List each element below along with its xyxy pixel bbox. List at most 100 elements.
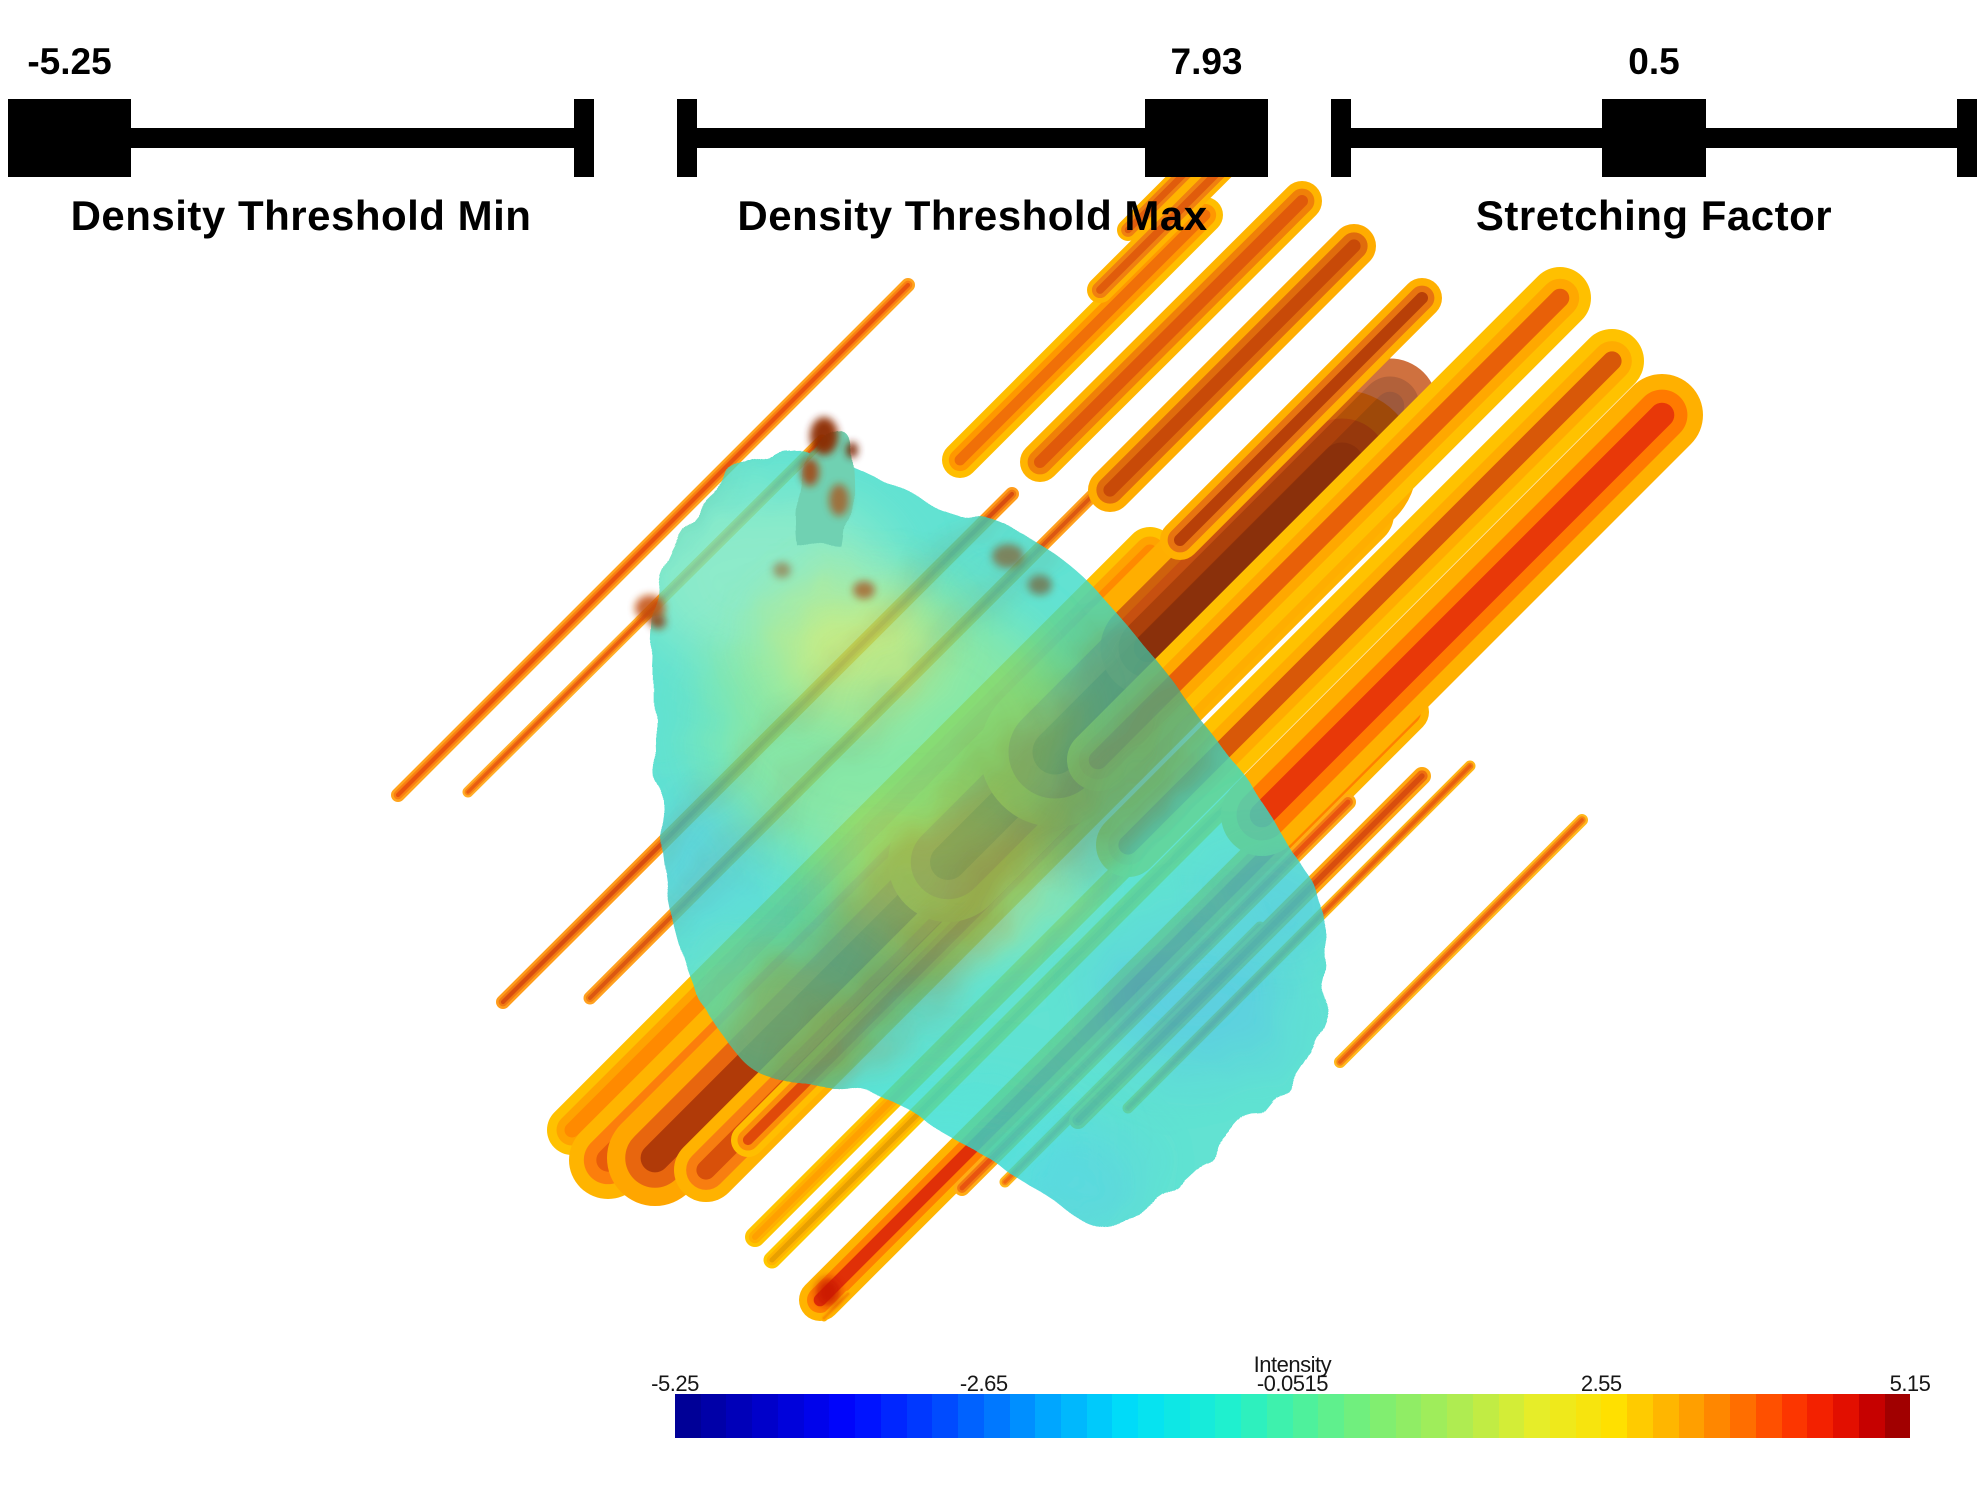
colorbar-segment: [1524, 1394, 1550, 1438]
blob-patch: [1227, 860, 1333, 950]
dense-spot: [846, 442, 858, 458]
colorbar-segment: [932, 1394, 959, 1438]
colorbar-tick-label: -0.0515: [1256, 1371, 1329, 1396]
blob-band-shadow: [653, 488, 1018, 1008]
blob-finger: [798, 425, 853, 552]
colorbar-segment: [1678, 1394, 1705, 1438]
colorbar-segment: [1035, 1394, 1062, 1438]
slider-handle[interactable]: [8, 99, 131, 177]
dense-spot: [992, 544, 1024, 568]
colorbar-segment: [1061, 1394, 1087, 1438]
colorbar-segment: [700, 1394, 727, 1438]
colorbar-gradient[interactable]: [675, 1394, 1911, 1438]
slider-max-cap: [574, 99, 594, 177]
colorbar-segment: [1601, 1394, 1628, 1438]
colorbar-segment: [1884, 1394, 1911, 1438]
streak: [1020, 181, 1322, 482]
colorbar-segment: [958, 1394, 984, 1438]
dense-spot: [829, 484, 849, 516]
streak: [1334, 814, 1588, 1068]
dense-spot: [635, 595, 665, 621]
colorbar-tick-label: 2.55: [1580, 1371, 1622, 1396]
colorbar-segment: [1627, 1394, 1653, 1438]
colorbar-segment: [1395, 1394, 1422, 1438]
colorbar-segment: [1652, 1394, 1679, 1438]
streak: [820, 1290, 852, 1322]
dense-spot: [650, 615, 666, 629]
colorbar-segment: [1472, 1394, 1499, 1438]
slider-density-threshold-max: 7.93 Density Threshold Max: [677, 41, 1268, 245]
slider-title: Density Threshold Max: [737, 192, 1208, 239]
colorbar-segment: [1292, 1394, 1319, 1438]
colorbar-segment: [1755, 1394, 1782, 1438]
scalar-colorbar[interactable]: Intensity -5.25 -2.65 -0.0515 2.55 5.15: [651, 1352, 1931, 1444]
blob-patch: [1100, 930, 1290, 1070]
colorbar-tick-label: -5.25: [651, 1371, 699, 1396]
colorbar-segment: [1498, 1394, 1525, 1438]
colorbar-segment: [1189, 1394, 1216, 1438]
colorbar-segment: [803, 1394, 830, 1438]
colorbar-segment: [1215, 1394, 1242, 1438]
colorbar-title: Intensity: [1253, 1352, 1332, 1377]
streak: [1067, 267, 1591, 791]
slider-density-threshold-min: -5.25 Density Threshold Min: [8, 41, 594, 245]
colorbar-segment: [675, 1394, 701, 1438]
colorbar-segment: [1730, 1394, 1756, 1438]
colorbar-segment: [1421, 1394, 1448, 1438]
colorbar-tick-label: 5.15: [1889, 1371, 1931, 1396]
colorbar-segment: [829, 1394, 856, 1438]
slider-track[interactable]: [8, 128, 594, 148]
colorbar-segment: [1138, 1394, 1164, 1438]
colorbar-segment: [777, 1394, 804, 1438]
slider-value-label: 0.5: [1628, 41, 1680, 82]
blob-band-shadow: [653, 484, 1104, 1004]
streak: [1100, 358, 1438, 696]
dense-spots-layer: [635, 417, 1052, 1306]
colorbar-segment: [1344, 1394, 1370, 1438]
colorbar-segment: [1704, 1394, 1731, 1438]
slider-title: Stretching Factor: [1475, 192, 1833, 239]
colorbar-segment: [1163, 1394, 1190, 1438]
dense-spot: [801, 458, 819, 486]
colorbar-segment: [983, 1394, 1010, 1438]
colorbar-segment: [1858, 1394, 1885, 1438]
streak: [942, 197, 1223, 478]
colorbar-segment: [1241, 1394, 1267, 1438]
colorbar-segment: [752, 1394, 778, 1438]
colorbar-segment: [855, 1394, 881, 1438]
colorbar-segment: [1266, 1394, 1293, 1438]
slider-min-cap: [1331, 99, 1351, 177]
streak: [1160, 278, 1442, 560]
dense-spot: [1028, 575, 1052, 595]
slider-value-label: -5.25: [27, 41, 112, 82]
slider-handle[interactable]: [1602, 99, 1706, 177]
colorbar-segment: [1009, 1394, 1036, 1438]
colorbar-segment: [906, 1394, 933, 1438]
colorbar-segment: [1086, 1394, 1113, 1438]
streak: [1088, 224, 1376, 512]
dense-spot: [773, 562, 791, 578]
colorbar-segment: [726, 1394, 753, 1438]
colorbar-segment: [1833, 1394, 1859, 1438]
colorbar-segment: [1447, 1394, 1473, 1438]
colorbar-segment: [1807, 1394, 1834, 1438]
slider-min-cap: [677, 99, 697, 177]
colorbar-segment: [1369, 1394, 1396, 1438]
dense-spot: [853, 581, 875, 599]
slider-track[interactable]: [677, 128, 1268, 148]
colorbar-segment: [1112, 1394, 1139, 1438]
slider-title: Density Threshold Min: [70, 192, 532, 239]
colorbar-segment: [1549, 1394, 1576, 1438]
colorbar-segment: [880, 1394, 907, 1438]
colorbar-segment: [1318, 1394, 1345, 1438]
slider-max-cap: [1957, 99, 1977, 177]
colorbar-segment: [1781, 1394, 1808, 1438]
colorbar-tick-label: -2.65: [959, 1371, 1008, 1396]
blob-patch: [1005, 1125, 1145, 1224]
slider-handle[interactable]: [1145, 99, 1268, 177]
slider-value-label: 7.93: [1170, 41, 1243, 82]
streak: [391, 278, 915, 802]
slider-stretching-factor: 0.5 Stretching Factor: [1331, 41, 1977, 245]
